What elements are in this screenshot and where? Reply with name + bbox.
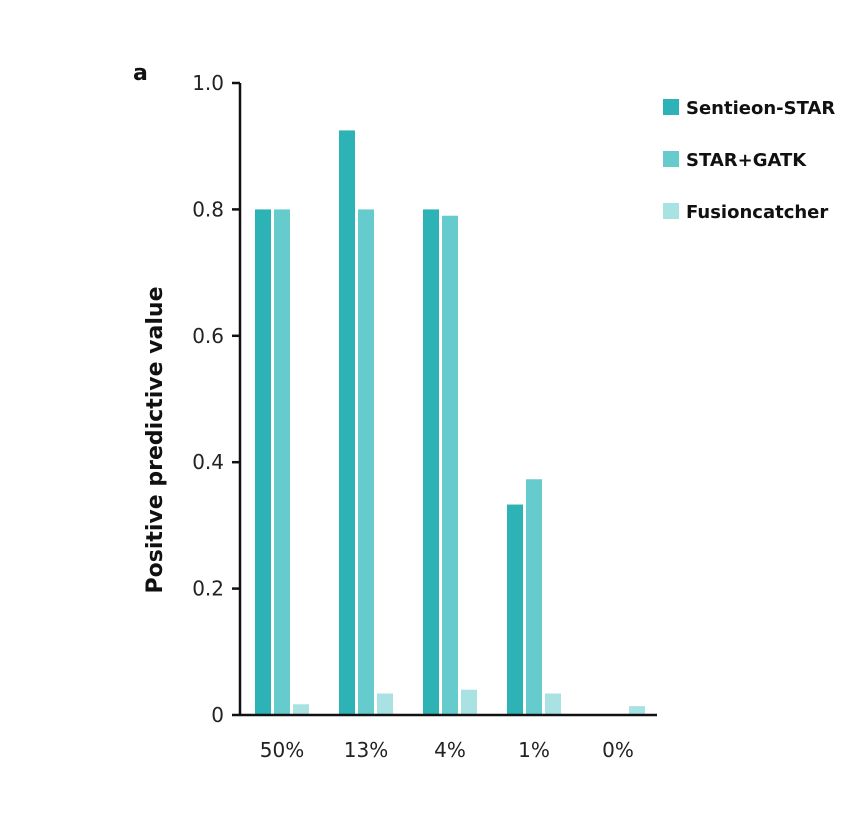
x-tick-label: 4% — [434, 738, 466, 762]
x-tick-label: 13% — [344, 738, 388, 762]
legend-label: Sentieon-STAR — [686, 98, 835, 119]
legend-label: Fusioncatcher — [686, 202, 828, 223]
y-tick-label: 0.8 — [192, 197, 224, 221]
bars-group — [255, 130, 645, 715]
x-tick-label: 0% — [602, 738, 634, 762]
bar-star-gatk-0 — [274, 209, 290, 715]
legend: Sentieon-STAR STAR+GATK Fusioncatcher — [663, 98, 835, 223]
y-tick-label: 0 — [211, 703, 224, 727]
legend-swatch — [663, 99, 679, 115]
bar-star-gatk-1 — [358, 209, 374, 715]
legend-swatch — [663, 203, 679, 219]
bar-sentieon-star-1 — [339, 130, 355, 715]
x-tick-label: 50% — [260, 738, 304, 762]
legend-swatch — [663, 151, 679, 167]
x-labels-group: 50% 13% 4% 1% 0% — [260, 738, 634, 762]
bar-sentieon-star-2 — [423, 209, 439, 715]
bar-fusioncatcher-3 — [545, 693, 561, 715]
y-tick-label: 0.4 — [192, 450, 224, 474]
bar-star-gatk-2 — [442, 215, 458, 715]
legend-label: STAR+GATK — [686, 150, 807, 171]
y-tick-label: 0.2 — [192, 577, 224, 601]
y-axis-label: Positive predictive value — [143, 287, 168, 594]
x-tick-label: 1% — [518, 738, 550, 762]
y-tick-label: 1.0 — [192, 71, 224, 95]
bar-sentieon-star-3 — [507, 504, 523, 715]
bar-star-gatk-3 — [526, 479, 542, 715]
bar-sentieon-star-0 — [255, 209, 271, 715]
panel-label: a — [133, 61, 148, 86]
bar-fusioncatcher-4 — [629, 706, 645, 715]
y-tick-label: 0.6 — [192, 324, 224, 348]
bar-fusioncatcher-1 — [377, 693, 393, 715]
y-ticks-group: 0 0.2 0.4 0.6 0.8 1.0 — [192, 71, 240, 727]
bar-fusioncatcher-2 — [461, 689, 477, 715]
bar-fusioncatcher-0 — [293, 704, 309, 715]
